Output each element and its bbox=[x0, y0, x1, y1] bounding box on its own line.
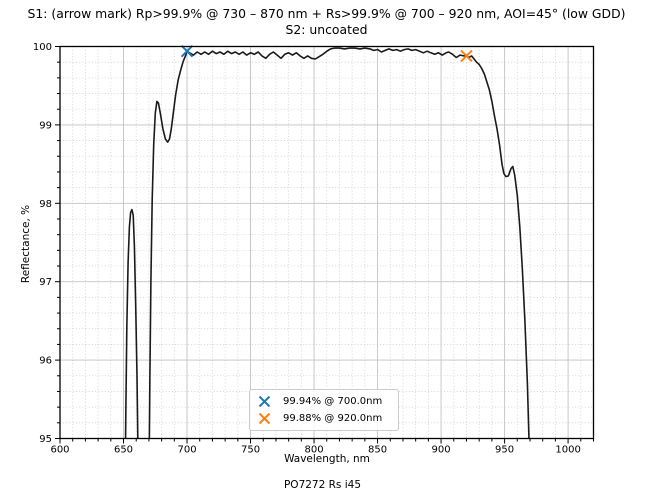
x-tick-label: 950 bbox=[495, 445, 514, 456]
legend-label-920nm: 99.88% @ 920.0nm bbox=[283, 413, 383, 424]
chart-title-line2: S2: uncoated bbox=[285, 21, 368, 37]
x-tick-label: 900 bbox=[432, 445, 451, 456]
y-axis-label: Reflectance, % bbox=[20, 204, 32, 284]
x-tick-label: 800 bbox=[305, 445, 324, 456]
y-tick-label: 98 bbox=[39, 199, 52, 210]
legend-box: 99.94% @ 700.0nm 99.88% @ 920.0nm bbox=[249, 389, 399, 431]
axis-ticks bbox=[55, 46, 594, 444]
y-tick-label: 99 bbox=[39, 120, 52, 131]
y-tick-label: 100 bbox=[33, 42, 52, 53]
x-tick-label: 600 bbox=[50, 445, 69, 456]
figure-caption: PO7272 Rs i45 bbox=[283, 479, 362, 491]
x-tick-label: 650 bbox=[114, 445, 133, 456]
y-tick-label: 97 bbox=[39, 277, 52, 288]
data-marker-700nm bbox=[180, 44, 194, 58]
x-axis-label: Wavelength, nm bbox=[284, 453, 370, 465]
chart-title-line1: S1: (arrow mark) Rp>99.9% @ 730 – 870 nm… bbox=[27, 6, 626, 21]
x-tick-label: 850 bbox=[368, 445, 387, 456]
y-tick-labels: 95 96 97 98 99 100 bbox=[33, 42, 52, 445]
minor-gridlines bbox=[60, 46, 594, 439]
x-marker-icon bbox=[258, 413, 271, 424]
legend-entry-700nm: 99.94% @ 700.0nm bbox=[258, 394, 390, 409]
data-marker-920nm bbox=[460, 49, 473, 63]
reflectance-curve bbox=[124, 47, 530, 439]
x-tick-label: 1000 bbox=[555, 445, 580, 456]
legend-label-700nm: 99.94% @ 700.0nm bbox=[283, 396, 383, 407]
y-tick-label: 96 bbox=[39, 356, 52, 367]
x-tick-label: 700 bbox=[177, 445, 196, 456]
legend-entry-920nm: 99.88% @ 920.0nm bbox=[258, 411, 390, 426]
x-tick-labels: 600 650 700 750 800 850 900 950 1000 bbox=[50, 445, 580, 456]
chart-title: S1: (arrow mark) Rp>99.9% @ 730 – 870 nm… bbox=[0, 6, 653, 37]
x-marker-icon bbox=[258, 396, 271, 407]
x-tick-label: 750 bbox=[241, 445, 260, 456]
y-tick-label: 95 bbox=[39, 434, 52, 445]
